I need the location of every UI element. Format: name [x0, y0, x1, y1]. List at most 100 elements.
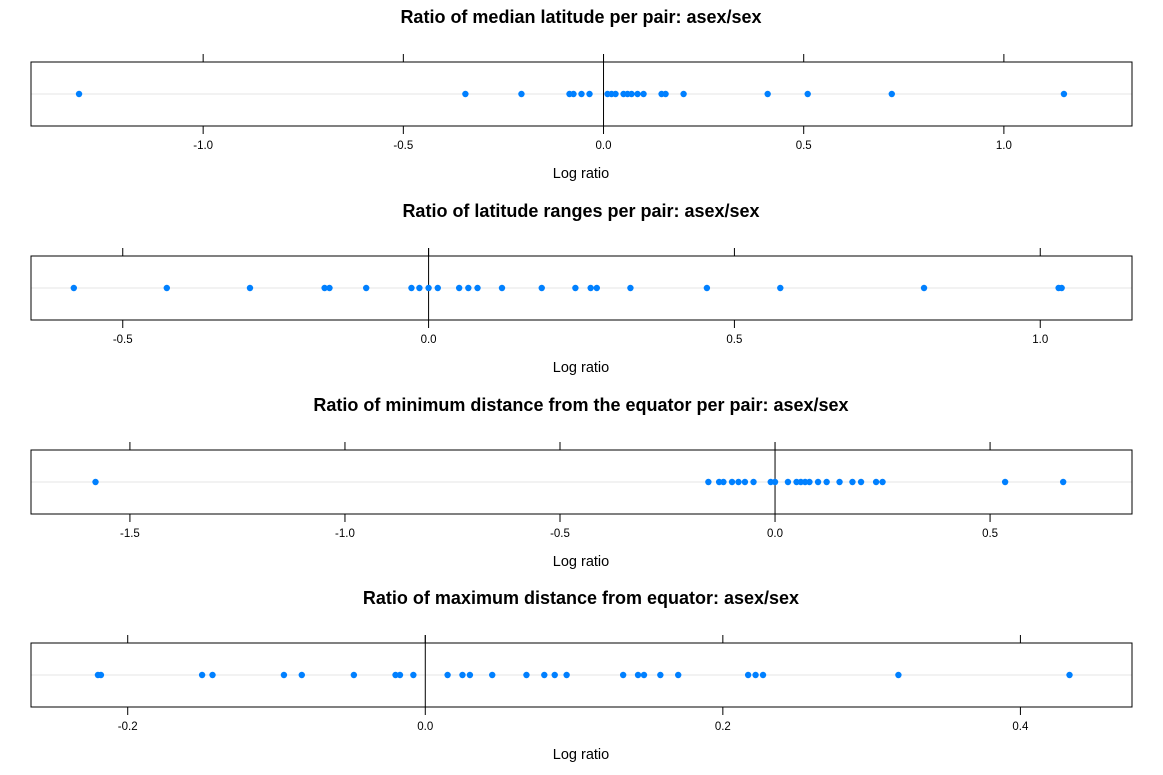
data-point	[1059, 478, 1067, 486]
data-point	[680, 90, 687, 98]
x-axis-label: Log ratio	[553, 166, 609, 182]
data-point	[823, 478, 830, 486]
data-point	[764, 90, 771, 98]
data-point	[657, 671, 664, 679]
data-point	[280, 671, 288, 679]
data-point	[744, 671, 752, 679]
data-point	[895, 671, 902, 679]
data-point	[1058, 284, 1065, 292]
data-point	[640, 671, 648, 679]
data-point	[466, 671, 474, 679]
data-point	[416, 284, 423, 292]
chart-panel-3: Ratio of minimum distance from the equat…	[30, 395, 1133, 570]
tick-label: 0.0	[767, 528, 783, 540]
data-point	[634, 671, 642, 679]
data-point	[750, 478, 757, 486]
tick-label: 0.4	[1012, 721, 1029, 733]
data-point	[410, 671, 417, 679]
data-point	[662, 90, 669, 98]
data-point	[857, 478, 865, 486]
data-point	[551, 671, 558, 679]
data-point	[777, 284, 784, 292]
tick-label: -1.0	[335, 528, 355, 540]
data-point	[92, 478, 99, 486]
chart-title: Ratio of minimum distance from the equat…	[313, 395, 848, 415]
data-point	[752, 671, 759, 679]
data-point	[163, 284, 170, 292]
panel-frame	[30, 449, 1133, 515]
data-point	[587, 284, 594, 292]
data-point	[563, 671, 570, 679]
data-point	[879, 478, 886, 486]
data-point	[1066, 671, 1073, 679]
chart-panel-2: Ratio of latitude ranges per pair: asex/…	[30, 201, 1133, 376]
x-axis-label: Log ratio	[553, 747, 609, 763]
data-point	[784, 478, 792, 486]
data-point	[298, 671, 305, 679]
data-point	[771, 478, 779, 486]
tick-label: -0.5	[550, 528, 570, 540]
data-point	[586, 90, 593, 98]
tick-label: -1.5	[120, 528, 140, 540]
data-point	[705, 478, 712, 486]
data-point	[425, 284, 432, 292]
tick-label: 0.0	[421, 334, 437, 346]
data-point	[619, 671, 627, 679]
data-point	[455, 284, 463, 292]
data-point	[806, 478, 813, 486]
chart-title: Ratio of maximum distance from equator: …	[363, 588, 799, 608]
data-point	[75, 90, 83, 98]
data-point	[627, 284, 634, 292]
data-point	[246, 284, 254, 292]
data-point	[489, 671, 496, 679]
data-point	[849, 478, 856, 486]
tick-label: 0.5	[796, 140, 812, 152]
data-point	[675, 671, 682, 679]
chart-title: Ratio of median latitude per pair: asex/…	[400, 7, 761, 27]
chart-panel-4: Ratio of maximum distance from equator: …	[30, 588, 1133, 763]
data-point	[362, 284, 370, 292]
chart-panel-1: Ratio of median latitude per pair: asex/…	[30, 7, 1133, 182]
panel-frame	[30, 255, 1133, 321]
data-point	[541, 671, 548, 679]
data-point	[97, 671, 105, 679]
data-point	[396, 671, 404, 679]
tick-label: -1.0	[193, 140, 213, 152]
data-point	[350, 671, 358, 679]
data-point	[640, 90, 647, 98]
panel-frame	[30, 642, 1133, 708]
data-point	[570, 90, 577, 98]
tick-label: 0.5	[726, 334, 742, 346]
tick-label: -0.5	[393, 140, 413, 152]
data-point	[703, 284, 711, 292]
data-point	[578, 90, 585, 98]
data-point	[408, 284, 415, 292]
tick-label: -0.2	[118, 721, 138, 733]
data-point	[462, 90, 469, 98]
data-point	[198, 671, 206, 679]
data-point	[634, 90, 641, 98]
data-point	[888, 90, 895, 98]
data-point	[1001, 478, 1009, 486]
chart-title: Ratio of latitude ranges per pair: asex/…	[402, 201, 759, 221]
data-point	[538, 284, 545, 292]
data-point	[434, 284, 441, 292]
data-point	[321, 284, 328, 292]
data-point	[720, 478, 727, 486]
data-point	[572, 284, 579, 292]
data-point	[70, 284, 78, 292]
data-point	[612, 90, 619, 98]
data-point	[728, 478, 736, 486]
panel-frame	[30, 61, 1133, 127]
data-point	[735, 478, 742, 486]
tick-label: 1.0	[996, 140, 1012, 152]
data-point	[759, 671, 767, 679]
data-point	[498, 284, 506, 292]
tick-label: 1.0	[1032, 334, 1048, 346]
data-point	[804, 90, 811, 98]
x-axis-label: Log ratio	[553, 360, 609, 376]
data-point	[459, 671, 466, 679]
data-point	[518, 90, 525, 98]
